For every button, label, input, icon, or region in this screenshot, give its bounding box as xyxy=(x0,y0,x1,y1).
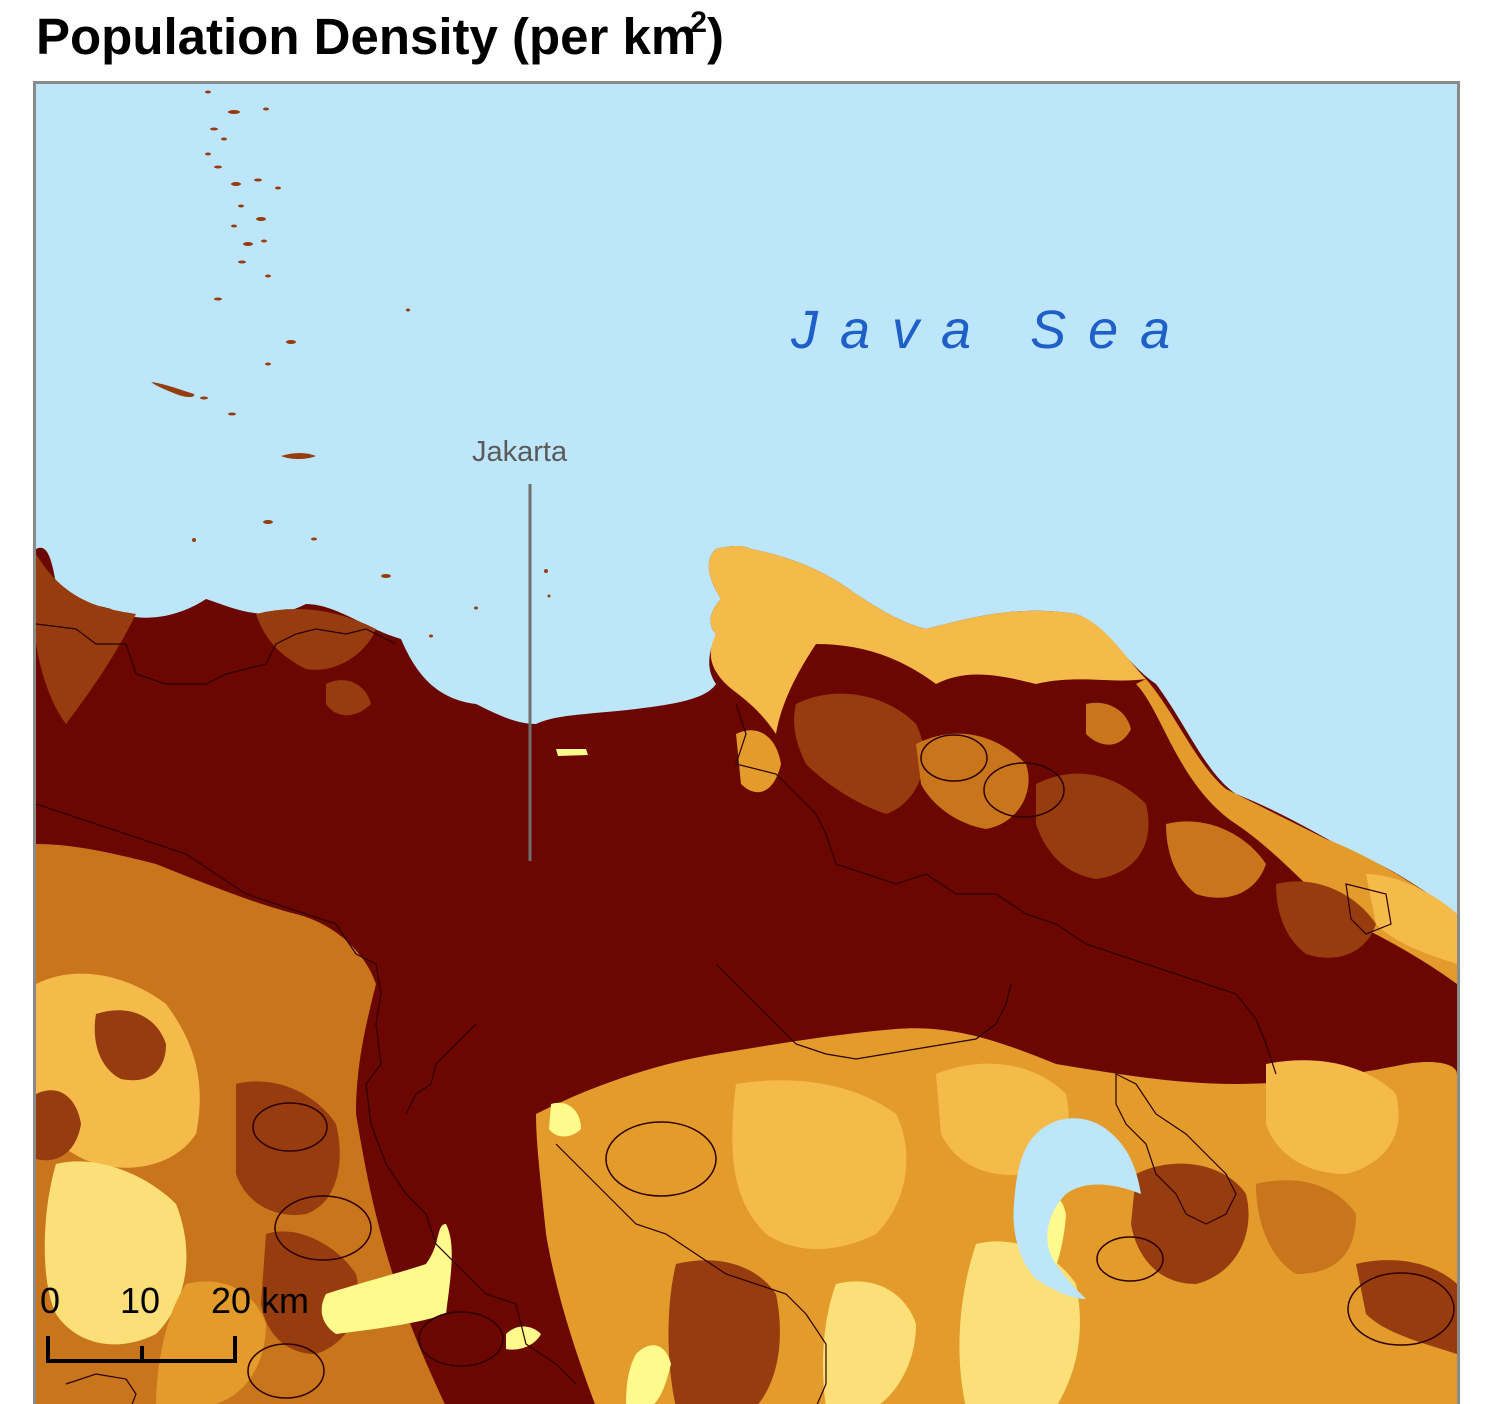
region-east-headland xyxy=(708,545,1146,734)
offshore-islands xyxy=(151,90,551,638)
region-southwest-6 xyxy=(94,1010,166,1081)
boundary-ellipse-4 xyxy=(605,1121,717,1197)
region-east-inland-8 xyxy=(1086,702,1131,745)
map-title-suffix: ) xyxy=(706,8,724,65)
map-title: Population Density (per km2) xyxy=(36,6,724,67)
java-sea-label: Java Sea xyxy=(790,300,1192,360)
region-south-band-6 xyxy=(1131,1163,1249,1284)
scale-label-0: 0 xyxy=(40,1280,60,1321)
boundary-ellipse-9 xyxy=(1347,1272,1455,1346)
region-east-inland-4 xyxy=(1166,821,1266,898)
map-title-superscript: 2 xyxy=(690,6,707,39)
region-southwest-2 xyxy=(44,1161,187,1345)
region-south-band-7 xyxy=(1356,1260,1457,1354)
scale-bar: 0 10 20 km xyxy=(40,1280,309,1363)
scale-label-20: 20 km xyxy=(211,1280,309,1321)
admin-boundary-south xyxy=(65,1143,827,1404)
region-lowest-3 xyxy=(556,749,588,756)
region-south-band-10 xyxy=(823,1281,916,1404)
region-east-inland-6 xyxy=(1366,874,1457,964)
region-south-band-11 xyxy=(1256,1180,1356,1274)
region-coastal-west-3 xyxy=(326,680,371,716)
region-east-inland-5 xyxy=(1276,881,1376,958)
region-lowest-6 xyxy=(549,1102,581,1137)
boundary-ellipse-7 xyxy=(247,1343,325,1399)
population-density-map[interactable]: Java Sea Jakarta 0 10 20 km xyxy=(33,81,1460,1404)
region-lowest-1 xyxy=(321,1224,452,1334)
region-east-inland-3 xyxy=(1036,773,1149,879)
region-coastal-west-2 xyxy=(256,609,376,670)
region-east-inland-2 xyxy=(916,733,1029,829)
region-south-band-9 xyxy=(668,1260,780,1404)
region-east-inland-1 xyxy=(794,693,925,814)
boundary-ellipse-2 xyxy=(983,762,1065,818)
region-lowest-2 xyxy=(506,1326,541,1350)
region-south-band-3 xyxy=(732,1080,907,1249)
region-southwest-5 xyxy=(156,1281,266,1404)
boundary-ellipse-3 xyxy=(252,1102,328,1152)
boundary-ellipse-8 xyxy=(1096,1236,1164,1282)
admin-boundary-west xyxy=(36,623,577,1385)
jakarta-label: Jakarta xyxy=(472,436,568,468)
region-southwest-7 xyxy=(36,1090,81,1161)
region-east-inland-7 xyxy=(736,730,781,793)
scale-bar-line xyxy=(46,1336,237,1363)
map-title-text: Population Density (per km xyxy=(36,8,697,65)
region-southwest-3 xyxy=(236,1081,340,1215)
inland-reservoir xyxy=(1013,1118,1141,1299)
region-south-band-5 xyxy=(1266,1060,1399,1174)
region-coastal-west xyxy=(36,554,136,724)
region-lowest-4 xyxy=(626,1345,671,1404)
admin-boundary-central xyxy=(405,703,1277,1115)
map-canvas: Java Sea Jakarta 0 10 20 km xyxy=(36,84,1457,1404)
boundary-ellipse-1 xyxy=(920,734,988,782)
boundary-ellipse-5 xyxy=(274,1195,372,1261)
scale-label-10: 10 xyxy=(120,1280,160,1321)
admin-boundary-east xyxy=(715,883,1392,1225)
boundary-ellipse-6 xyxy=(418,1311,504,1367)
